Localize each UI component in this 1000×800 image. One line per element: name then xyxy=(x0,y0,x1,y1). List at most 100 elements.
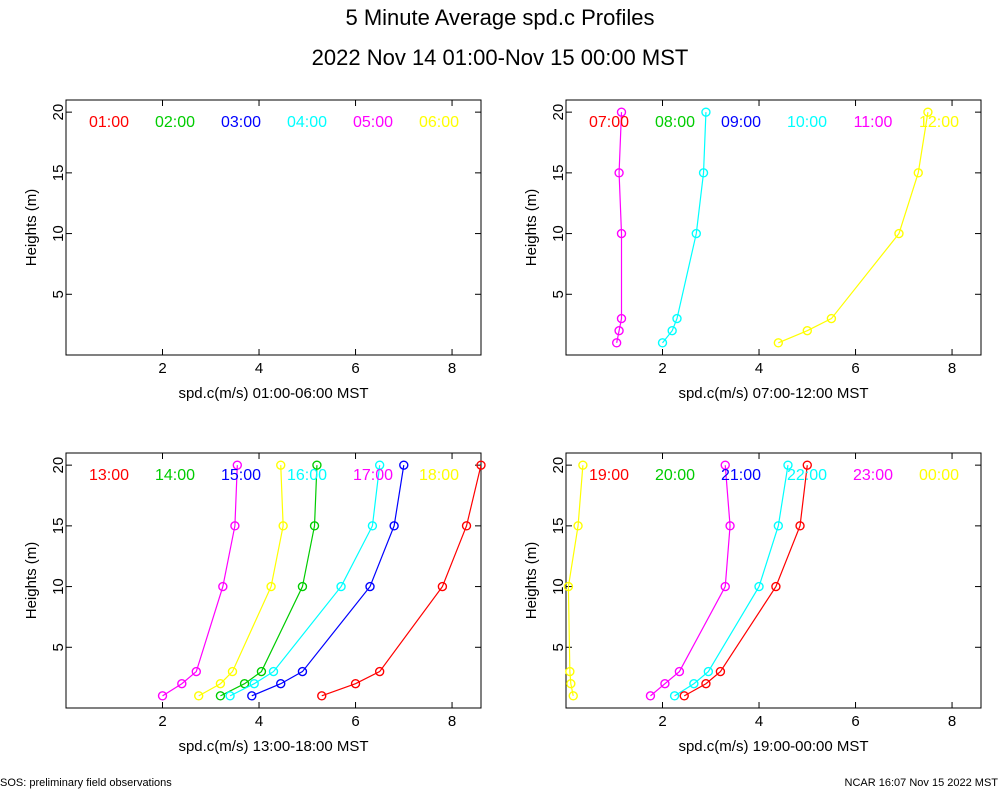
data-point xyxy=(715,666,726,677)
plot-frame xyxy=(565,452,982,709)
data-point xyxy=(923,107,933,117)
data-point xyxy=(297,581,308,592)
y-tick-label: 10 xyxy=(550,578,567,595)
y-axis-label: Heights (m) xyxy=(23,542,40,620)
y-axis-label: Heights (m) xyxy=(523,189,540,267)
data-point xyxy=(276,460,286,470)
data-point xyxy=(568,691,578,701)
data-point xyxy=(249,679,259,689)
data-point xyxy=(703,666,714,677)
series-line xyxy=(616,112,623,343)
data-point xyxy=(157,691,168,701)
y-tick-label: 20 xyxy=(550,104,567,121)
data-point xyxy=(476,460,486,470)
x-tick-label: 2 xyxy=(158,360,166,377)
footer-right-stamp: NCAR 16:07 Nov 15 2022 MST xyxy=(844,777,998,789)
data-point xyxy=(215,691,226,701)
data-point xyxy=(437,581,448,592)
data-point xyxy=(312,460,322,470)
data-point xyxy=(679,691,689,701)
data-point xyxy=(672,313,682,324)
x-tick-label: 8 xyxy=(448,360,456,377)
data-point xyxy=(225,691,235,701)
y-axis-label: Heights (m) xyxy=(23,189,40,267)
y-tick-label: 5 xyxy=(50,290,67,298)
legend-entry: 13:00 xyxy=(89,467,129,484)
data-point xyxy=(563,581,574,592)
data-point xyxy=(268,666,279,677)
data-point xyxy=(461,521,472,531)
y-tick-label: 10 xyxy=(550,225,567,242)
legend-entry: 15:00 xyxy=(221,467,261,484)
legend-entry: 00:00 xyxy=(919,467,959,484)
series-line xyxy=(251,465,405,697)
data-point xyxy=(191,666,201,677)
data-point xyxy=(783,460,793,470)
series-line xyxy=(229,465,381,697)
data-point xyxy=(614,168,624,178)
data-point xyxy=(227,666,238,677)
data-point xyxy=(578,460,588,470)
legend-entry: 19:00 xyxy=(589,467,629,484)
plot-panel-3: 2 4 6 8 5 10 15 20 spd.c(m/s) 13:00-18:00 MST Hei… xyxy=(23,452,486,755)
legend-entry: 08:00 xyxy=(655,114,695,131)
plot-frame xyxy=(565,99,982,356)
data-point xyxy=(367,521,378,531)
data-point xyxy=(689,679,699,689)
legend-entry: 20:00 xyxy=(655,467,695,484)
chart-title: 5 Minute Average spd.c Profiles xyxy=(345,5,655,30)
data-point xyxy=(701,679,711,689)
data-point xyxy=(894,228,904,239)
x-tick-label: 8 xyxy=(948,713,956,730)
plot-panel-4: 2 4 6 8 5 10 15 20 spd.c(m/s) 19:00-00:00 MST Hei… xyxy=(523,452,982,755)
data-point xyxy=(239,679,250,689)
data-point xyxy=(611,338,622,348)
data-point xyxy=(350,679,361,689)
data-point xyxy=(645,691,656,701)
series-line xyxy=(650,465,731,697)
y-axis-label: Heights (m) xyxy=(523,542,540,620)
x-tick-label: 8 xyxy=(448,713,456,730)
data-point xyxy=(660,679,670,689)
chart-subtitle: 2022 Nov 14 01:00-Nov 15 00:00 MST xyxy=(311,45,689,70)
data-point xyxy=(276,679,286,689)
data-point xyxy=(374,460,385,470)
data-point xyxy=(691,228,701,239)
legend-entry: 11:00 xyxy=(854,114,893,131)
data-point xyxy=(795,521,805,531)
legend-entry: 17:00 xyxy=(353,467,393,484)
series-line xyxy=(162,465,238,697)
data-point xyxy=(573,521,583,531)
data-point xyxy=(266,581,276,592)
legend-entry: 02:00 xyxy=(155,114,195,131)
x-tick-label: 6 xyxy=(851,360,859,377)
data-point xyxy=(667,326,677,336)
x-tick-label: 2 xyxy=(158,713,166,730)
data-point xyxy=(771,581,781,592)
data-point xyxy=(194,691,204,701)
x-axis-label: spd.c(m/s) 19:00-00:00 MST xyxy=(678,738,868,755)
plot-panel-2: 2 4 6 8 5 10 15 20 spd.c(m/s) 07:00-12:00 MST Hei… xyxy=(523,99,982,402)
data-point xyxy=(725,521,735,531)
y-tick-label: 5 xyxy=(550,290,567,298)
legend-entry: 18:00 xyxy=(419,467,459,484)
data-point xyxy=(309,521,320,531)
series-line xyxy=(778,112,929,344)
x-tick-label: 4 xyxy=(755,360,763,377)
x-tick-label: 6 xyxy=(851,713,859,730)
x-tick-label: 4 xyxy=(255,713,263,730)
data-point xyxy=(773,338,784,348)
data-point xyxy=(826,313,837,324)
y-tick-label: 5 xyxy=(550,643,567,651)
series-line xyxy=(674,465,789,697)
x-tick-label: 6 xyxy=(351,713,359,730)
legend-entry: 01:00 xyxy=(89,114,129,131)
data-point xyxy=(616,107,627,117)
plot-frame xyxy=(65,452,482,709)
data-point xyxy=(232,460,243,470)
data-point xyxy=(754,581,764,592)
data-point xyxy=(698,168,709,178)
legend-entry: 06:00 xyxy=(419,114,459,131)
legend-entry: 23:00 xyxy=(853,467,893,484)
